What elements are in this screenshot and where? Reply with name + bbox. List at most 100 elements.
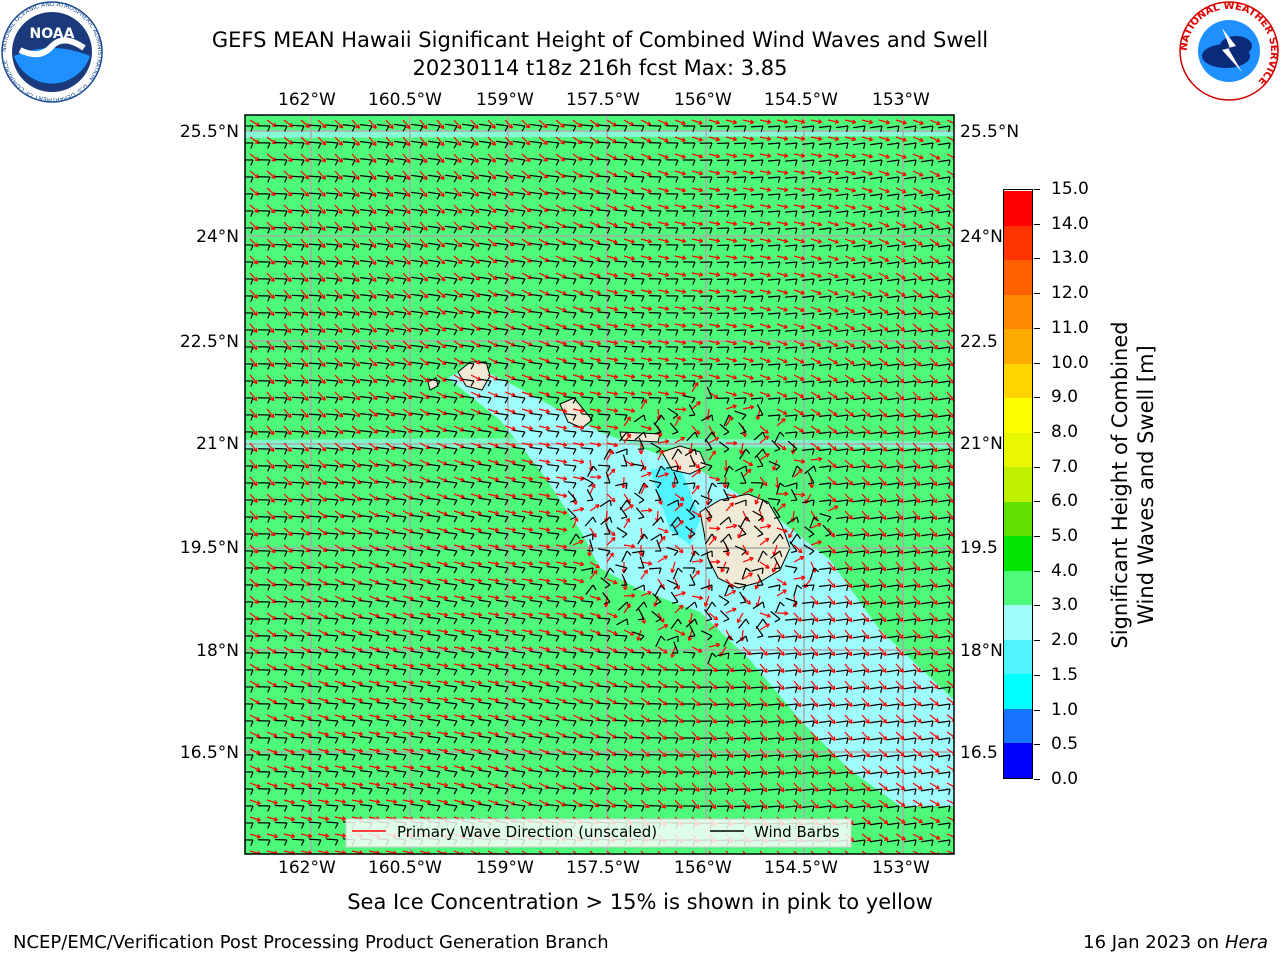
wind-barb-flag	[658, 142, 662, 149]
wind-barb-flag	[726, 125, 730, 132]
wind-barb-flag	[572, 193, 577, 200]
wind-barb-flag	[640, 159, 645, 166]
wave-direction-arrow-head	[562, 140, 566, 145]
wave-direction-arrow	[317, 238, 326, 248]
wave-direction-arrow	[351, 272, 360, 282]
wave-direction-arrow	[334, 204, 343, 214]
wind-barb-staff	[819, 125, 832, 129]
wave-direction-arrow	[623, 119, 634, 126]
wind-barb-flag	[436, 193, 441, 200]
wave-direction-arrow	[249, 170, 260, 179]
wind-barb-flag	[760, 176, 764, 183]
wave-direction-arrow-head	[306, 191, 310, 197]
wave-direction-arrow-head	[374, 124, 377, 129]
wind-barb-staff	[614, 362, 628, 365]
wave-direction-arrow-head	[835, 170, 840, 175]
wind-barb-staff	[308, 277, 322, 280]
wind-barb-staff	[513, 157, 526, 161]
wave-direction-arrow	[759, 204, 771, 208]
wave-direction-arrow-head	[357, 124, 360, 129]
wave-direction-arrow-head	[918, 430, 921, 435]
wave-direction-arrow	[844, 187, 856, 192]
wave-direction-arrow-head	[631, 171, 635, 176]
wave-direction-arrow	[742, 204, 754, 208]
wave-direction-arrow	[300, 187, 309, 197]
wave-direction-arrow-head	[340, 192, 343, 197]
wind-barb-staff	[767, 261, 781, 264]
wind-barb-staff	[496, 140, 509, 144]
wind-barb-staff	[496, 174, 509, 178]
wind-barb-flag	[948, 159, 951, 166]
wave-direction-arrow	[504, 238, 515, 247]
wind-barb-flag	[538, 210, 543, 217]
wave-direction-arrow	[929, 204, 940, 212]
wave-direction-arrow-head	[476, 175, 480, 180]
wind-barb-staff	[733, 295, 747, 298]
wave-direction-arrow-head	[886, 154, 890, 158]
wave-direction-arrow	[402, 170, 411, 180]
wave-direction-arrow	[538, 221, 549, 229]
wind-barb-staff	[394, 276, 407, 280]
wave-direction-arrow-head	[901, 464, 904, 469]
wave-direction-arrow	[810, 255, 822, 260]
wind-barb-flag	[284, 261, 288, 268]
wind-barb-flag	[811, 159, 815, 166]
wave-direction-arrow-head	[459, 141, 462, 146]
wave-direction-arrow-head	[374, 209, 377, 214]
wave-direction-arrow	[929, 170, 941, 177]
wind-barb-flag	[726, 176, 730, 183]
wind-barb-flag	[675, 176, 679, 183]
wind-barb-staff	[291, 311, 305, 314]
wave-direction-arrow-head	[597, 206, 601, 211]
wind-barb-staff	[802, 227, 815, 230]
wind-barb-flag	[317, 227, 322, 234]
wind-barb-staff	[819, 176, 832, 180]
wave-direction-arrow	[929, 187, 940, 194]
wind-barb-flag	[692, 159, 696, 166]
wave-direction-arrow	[912, 187, 924, 194]
wave-direction-arrow-head	[255, 396, 258, 401]
wind-barb-flag	[640, 142, 645, 149]
wind-barb-flag	[487, 159, 492, 166]
wave-direction-arrow	[538, 204, 549, 212]
wind-barb-flag	[521, 244, 526, 251]
wind-barb-staff	[325, 141, 339, 144]
wind-barb-staff	[767, 210, 781, 213]
island-niihau	[427, 377, 439, 391]
wave-direction-arrow	[572, 187, 583, 195]
wave-direction-arrow	[929, 221, 940, 229]
wave-direction-arrow-head	[765, 481, 768, 486]
wave-direction-arrow-head	[696, 401, 701, 404]
wave-direction-arrow	[317, 221, 326, 231]
wind-barb-flag	[385, 278, 390, 285]
wave-direction-arrow-head	[289, 345, 292, 350]
wave-direction-arrow-head	[307, 123, 310, 128]
wind-barb-flag	[807, 482, 815, 485]
wind-barb-flag	[846, 193, 849, 200]
wind-barb-staff	[750, 193, 764, 196]
wave-direction-arrow	[334, 187, 343, 197]
wave-direction-arrow	[283, 255, 292, 265]
wave-direction-arrow-head	[852, 153, 857, 158]
wave-direction-arrow	[266, 204, 276, 214]
wind-barb-flag	[267, 210, 271, 217]
wave-direction-arrow	[759, 221, 771, 225]
wind-barb-flag	[640, 261, 645, 268]
wave-direction-arrow-head	[306, 362, 309, 367]
wave-direction-arrow	[504, 119, 513, 129]
wave-direction-arrow-head	[323, 311, 326, 316]
wave-direction-arrow	[946, 187, 954, 194]
wave-direction-arrow-head	[323, 362, 326, 367]
wave-direction-arrow-head	[272, 430, 275, 435]
wave-direction-arrow-head	[869, 222, 873, 227]
wind-barb-flag	[487, 244, 492, 251]
wind-barb-staff	[767, 176, 781, 179]
wind-barb-flag	[267, 227, 271, 234]
wave-direction-arrow-head	[289, 294, 292, 299]
wind-barb-flag	[351, 193, 356, 200]
wave-direction-arrow-head	[442, 226, 445, 231]
wave-direction-arrow	[657, 255, 669, 260]
wind-barb-flag	[538, 125, 543, 132]
wave-direction-arrow	[368, 272, 377, 282]
wave-direction-arrow	[368, 170, 377, 180]
